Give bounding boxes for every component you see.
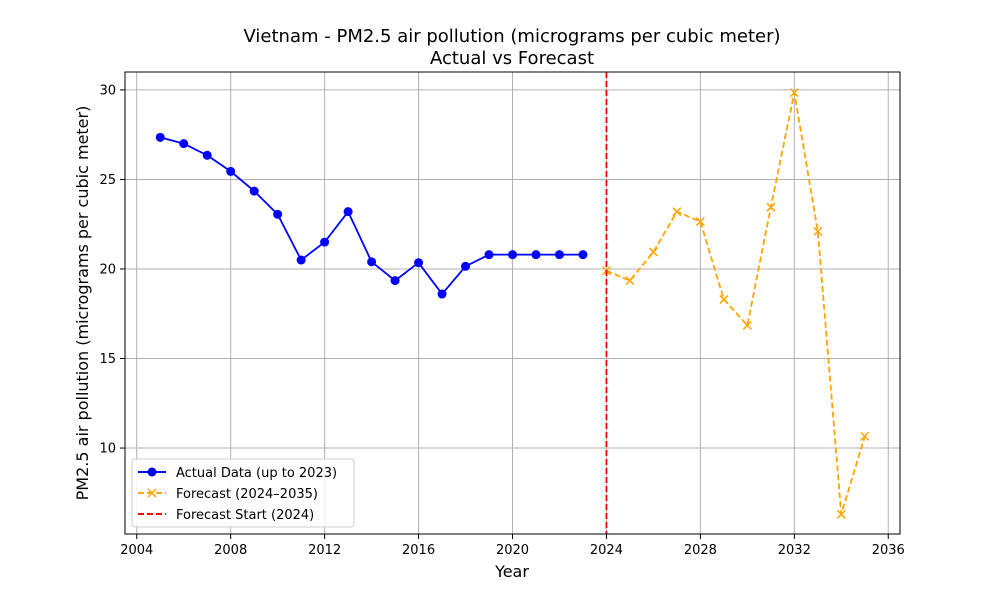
data-point-actual bbox=[484, 250, 494, 260]
data-point-actual bbox=[179, 139, 189, 149]
data-point-actual bbox=[226, 166, 236, 176]
x-tick-label: 2016 bbox=[402, 543, 435, 558]
legend-box bbox=[131, 458, 355, 528]
chart-subtitle: Actual vs Forecast bbox=[430, 48, 594, 69]
y-tick-label: 15 bbox=[99, 352, 116, 367]
x-tick-label: 2008 bbox=[214, 543, 247, 558]
data-point-actual bbox=[437, 289, 447, 299]
data-point-actual bbox=[508, 250, 517, 260]
data-point-actual bbox=[390, 276, 400, 286]
data-point-actual bbox=[273, 209, 283, 219]
data-point-actual bbox=[155, 132, 165, 142]
data-point-forecast bbox=[648, 247, 658, 257]
y-tick-label: 30 bbox=[99, 83, 116, 98]
x-tick-label: 2004 bbox=[120, 543, 153, 558]
data-point-actual bbox=[202, 150, 212, 160]
series-line-forecast bbox=[606, 92, 866, 515]
data-point-actual bbox=[554, 250, 564, 260]
legend-forecast-start-label: Forecast Start (2024) bbox=[176, 508, 314, 523]
legend-forecast-marker bbox=[147, 488, 157, 498]
data-point-forecast bbox=[860, 431, 870, 441]
axis-ticks: 2004 2008 2012 2016 2020 2024 2028 2032 2036 10 15… bbox=[99, 83, 904, 558]
data-point-forecast bbox=[766, 202, 776, 212]
x-tick-label: 2012 bbox=[308, 543, 341, 558]
data-point-actual bbox=[367, 257, 377, 267]
x-tick-label: 2036 bbox=[872, 543, 905, 558]
data-point-actual bbox=[461, 261, 471, 271]
legend-forecast-label: Forecast (2024–2035) bbox=[176, 487, 318, 502]
data-point-forecast bbox=[719, 294, 729, 304]
legend-actual-marker bbox=[147, 467, 157, 477]
data-point-actual bbox=[320, 237, 330, 247]
data-point-forecast bbox=[672, 207, 682, 217]
data-point-actual bbox=[296, 255, 306, 265]
data-point-forecast bbox=[695, 216, 705, 227]
data-point-actual bbox=[578, 250, 588, 260]
data-point-forecast bbox=[742, 320, 752, 330]
legend: Actual Data (up to 2023) Forecast (2024–… bbox=[131, 458, 355, 528]
data-point-forecast bbox=[789, 88, 799, 98]
series-layer bbox=[155, 72, 870, 534]
data-point-actual bbox=[414, 258, 424, 268]
x-tick-label: 2032 bbox=[778, 543, 811, 558]
chart-title: Vietnam - PM2.5 air pollution (microgram… bbox=[244, 26, 781, 47]
x-axis-label: Year bbox=[494, 562, 529, 581]
x-tick-label: 2024 bbox=[590, 543, 623, 558]
data-point-forecast bbox=[836, 509, 846, 519]
legend-actual-label: Actual Data (up to 2023) bbox=[176, 466, 337, 481]
data-point-actual bbox=[343, 207, 353, 217]
data-point-forecast bbox=[625, 276, 635, 286]
y-tick-label: 25 bbox=[99, 173, 116, 188]
data-point-forecast bbox=[813, 226, 823, 236]
data-point-actual bbox=[249, 186, 259, 196]
y-tick-label: 10 bbox=[99, 442, 116, 457]
data-point-actual bbox=[531, 250, 541, 260]
y-axis-label: PM2.5 air pollution (micrograms per cubi… bbox=[73, 106, 92, 501]
series-line-actual bbox=[159, 136, 583, 296]
x-tick-label: 2028 bbox=[684, 543, 717, 558]
y-tick-label: 20 bbox=[99, 262, 116, 277]
x-tick-label: 2020 bbox=[496, 543, 529, 558]
